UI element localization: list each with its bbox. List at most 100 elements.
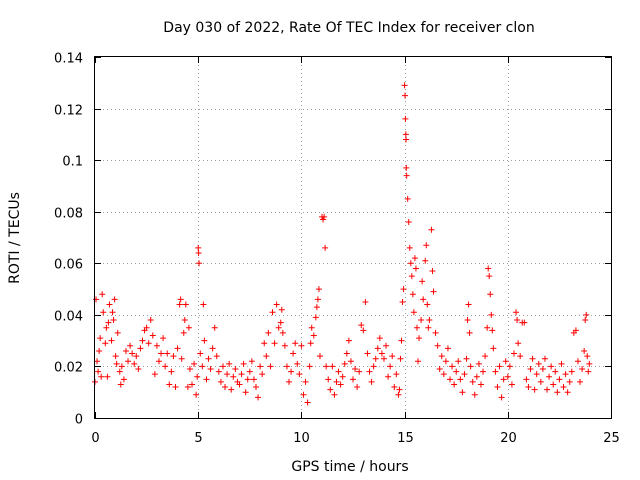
data-point-0-256	[523, 376, 530, 383]
x-axis-label: GPS time / hours	[291, 459, 408, 475]
data-point-0-22	[117, 381, 124, 388]
data-point-0-191	[412, 265, 419, 272]
data-point-0-7	[99, 291, 106, 298]
data-point-0-220	[461, 371, 468, 378]
y-tick-label-6: 0.12	[54, 104, 83, 119]
data-point-0-60	[189, 381, 196, 388]
data-point-0-26	[125, 358, 132, 365]
data-point-0-164	[383, 342, 390, 349]
data-point-0-75	[211, 324, 218, 331]
x-tick-label-5: 25	[603, 431, 620, 446]
data-point-0-258	[527, 366, 534, 373]
data-point-0-178	[402, 115, 409, 122]
data-point-0-69	[200, 301, 207, 308]
data-point-0-145	[343, 350, 350, 357]
data-point-0-287	[584, 353, 591, 360]
data-point-0-149	[352, 366, 359, 373]
data-point-0-215	[451, 381, 458, 388]
data-point-0-280	[572, 327, 579, 334]
data-point-0-102	[267, 363, 274, 370]
data-point-0-127	[313, 304, 320, 311]
plot-frame	[94, 56, 612, 419]
data-point-0-167	[389, 353, 396, 360]
data-point-0-177	[402, 92, 409, 99]
data-point-0-123	[307, 340, 314, 347]
data-point-0-108	[278, 306, 285, 313]
data-point-0-55	[181, 317, 188, 324]
data-point-0-147	[347, 358, 354, 365]
data-point-0-134	[322, 244, 329, 251]
data-point-0-286	[583, 311, 590, 318]
data-point-0-10	[103, 324, 110, 331]
data-point-0-275	[562, 371, 569, 378]
data-point-0-225	[467, 363, 474, 370]
data-point-0-193	[415, 358, 422, 365]
data-point-0-112	[286, 378, 293, 385]
data-point-0-93	[248, 358, 255, 365]
data-point-0-159	[372, 355, 379, 362]
x-tick-label-0: 0	[91, 431, 99, 446]
data-point-0-41	[155, 358, 162, 365]
data-point-0-270	[552, 368, 559, 375]
data-point-0-235	[486, 273, 493, 280]
data-point-0-236	[487, 291, 494, 298]
x-tick-label-2: 10	[293, 431, 310, 446]
data-point-0-245	[502, 358, 509, 365]
y-tick-label-7: 0.14	[54, 52, 83, 67]
data-point-0-6	[98, 373, 105, 380]
data-point-0-262	[535, 360, 542, 367]
data-point-0-161	[376, 335, 383, 342]
data-point-0-90	[242, 389, 249, 396]
data-point-0-59	[186, 366, 193, 373]
data-point-0-42	[158, 350, 165, 357]
data-point-0-144	[341, 360, 348, 367]
data-point-0-27	[127, 342, 134, 349]
data-point-0-63	[194, 373, 201, 380]
data-point-0-227	[471, 391, 478, 398]
data-point-0-218	[457, 376, 464, 383]
data-point-0-210	[440, 371, 447, 378]
data-point-0-5	[97, 335, 104, 342]
data-point-0-20	[114, 329, 121, 336]
data-point-0-170	[395, 391, 402, 398]
data-point-0-248	[508, 381, 515, 388]
data-point-0-214	[449, 363, 456, 370]
data-point-0-272	[556, 376, 563, 383]
data-point-0-126	[312, 314, 319, 321]
data-point-0-273	[558, 360, 565, 367]
data-point-0-203	[428, 226, 435, 233]
data-point-0-213	[447, 376, 454, 383]
data-point-0-217	[455, 358, 462, 365]
data-point-0-133	[321, 213, 328, 220]
data-point-0-116	[294, 360, 301, 367]
data-point-0-48	[170, 353, 177, 360]
data-point-0-50	[174, 345, 181, 352]
data-point-0-101	[265, 329, 272, 336]
data-point-0-157	[368, 378, 375, 385]
data-point-0-28	[129, 350, 136, 357]
data-point-0-110	[281, 342, 288, 349]
data-point-0-285	[582, 317, 589, 324]
data-point-0-1	[93, 296, 100, 303]
data-point-0-180	[403, 136, 410, 143]
data-point-0-199	[423, 242, 430, 249]
data-point-0-146	[345, 337, 352, 344]
data-point-0-2	[94, 358, 101, 365]
data-point-0-32	[137, 345, 144, 352]
data-point-0-284	[581, 347, 588, 354]
data-point-0-208	[436, 366, 443, 373]
data-point-0-154	[362, 298, 369, 305]
data-point-0-205	[430, 288, 437, 295]
data-point-0-24	[120, 376, 127, 383]
data-point-0-259	[529, 355, 536, 362]
data-point-0-207	[434, 342, 441, 349]
data-point-0-53	[178, 355, 185, 362]
data-point-0-255	[521, 319, 528, 326]
data-point-0-36	[145, 340, 152, 347]
grid-lines	[95, 57, 611, 418]
data-point-0-266	[544, 386, 551, 393]
data-point-0-8	[100, 309, 107, 316]
data-point-0-204	[429, 268, 436, 275]
data-point-0-238	[489, 327, 496, 334]
data-point-0-85	[232, 366, 239, 373]
